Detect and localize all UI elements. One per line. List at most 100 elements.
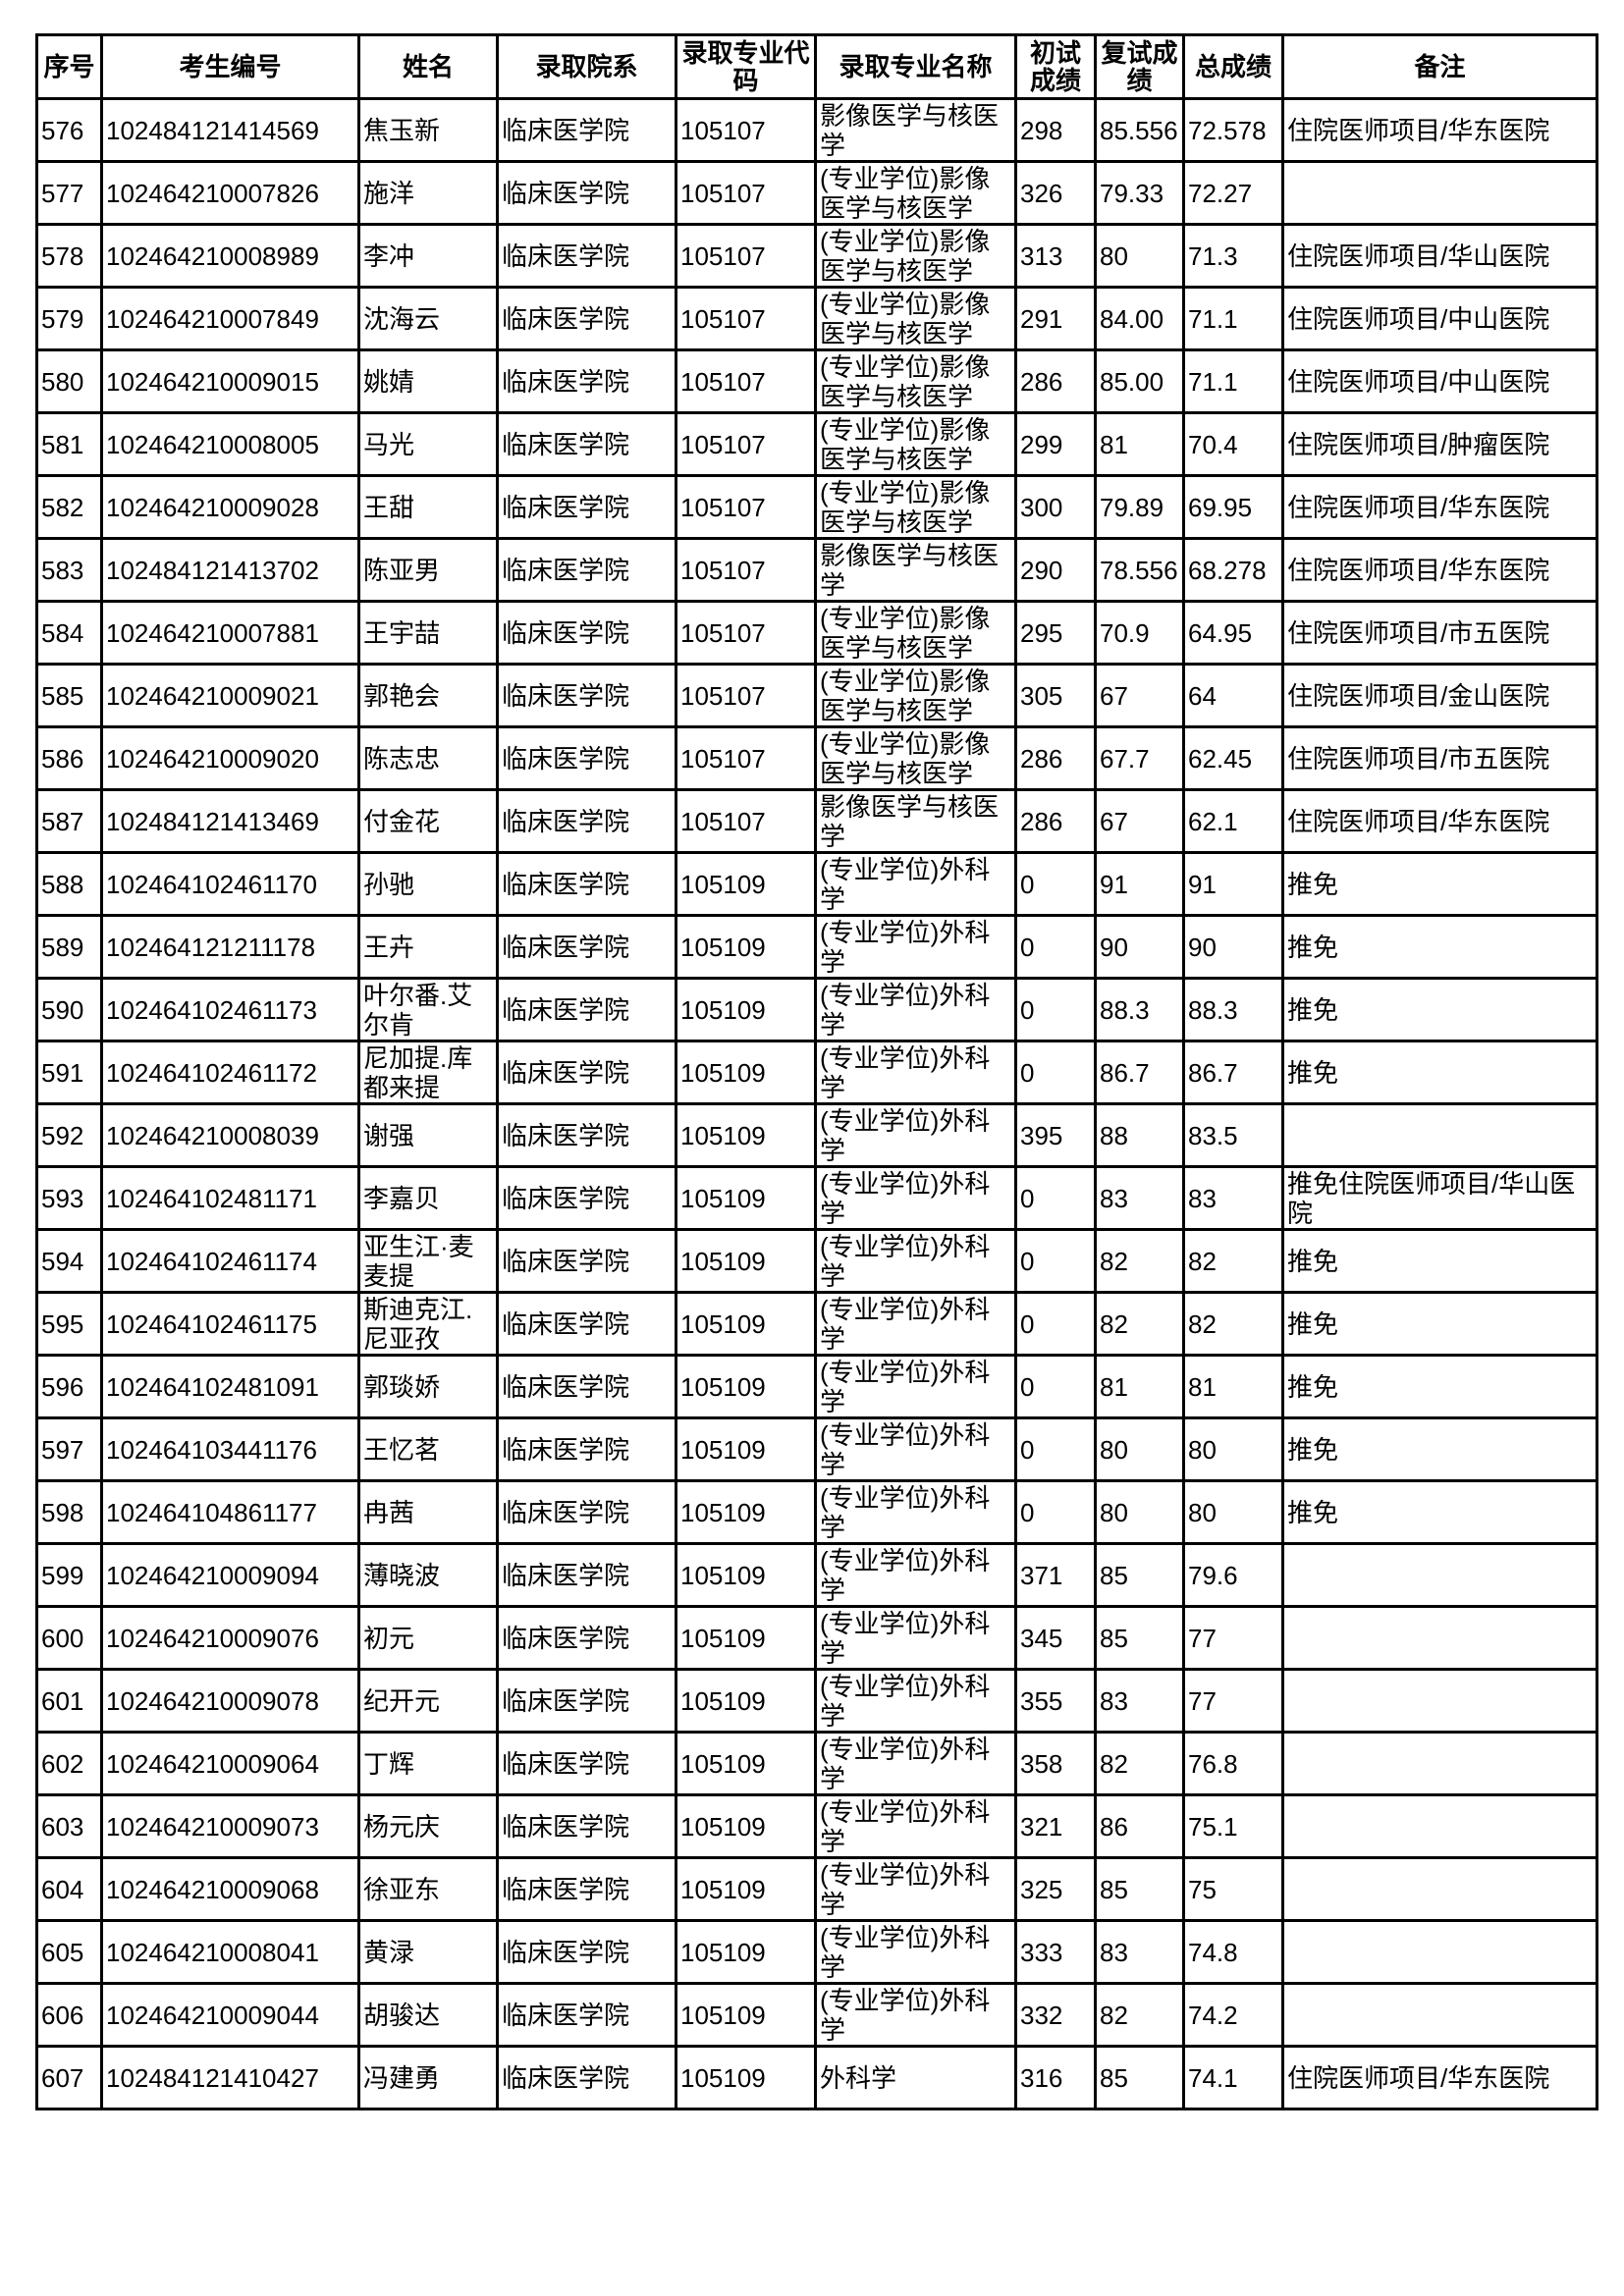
total-score-text: 72.27 [1188, 178, 1253, 208]
cell-retest-score: 85 [1094, 1856, 1185, 1922]
retest-score-text: 83 [1100, 1183, 1128, 1213]
remarks-text: 住院医师项目/华东医院 [1287, 806, 1550, 836]
retest-score-text: 85.00 [1100, 366, 1164, 397]
table-row: 580 102464210009015 姚婧 临床医学院 105107 (专业学位)影像医… [35, 348, 1598, 414]
cell-prelim-score: 313 [1014, 223, 1097, 289]
major-code-text: 105109 [680, 1937, 766, 1967]
retest-score-text: 91 [1100, 869, 1128, 899]
cell-major-name: (专业学位)外科学 [814, 1354, 1017, 1419]
index-text: 577 [41, 178, 84, 208]
cell-name: 陈亚男 [357, 537, 499, 603]
total-score-text: 86.7 [1188, 1057, 1238, 1088]
cell-major-code: 105107 [675, 474, 817, 540]
index-text: 606 [41, 2000, 84, 2030]
cell-department: 临床医学院 [496, 1165, 677, 1231]
prelim-score-text: 0 [1020, 869, 1035, 899]
cell-remarks: 住院医师项目/金山医院 [1281, 663, 1598, 728]
cell-prelim-score: 291 [1014, 286, 1097, 351]
cell-department: 临床医学院 [496, 223, 677, 289]
cell-prelim-score: 0 [1014, 1354, 1097, 1419]
cell-major-code: 105107 [675, 286, 817, 351]
cell-prelim-score: 290 [1014, 537, 1097, 603]
candidate-id-text: 102464210009078 [106, 1685, 319, 1716]
cell-index: 582 [35, 474, 103, 540]
cell-major-code: 105109 [675, 1731, 817, 1796]
retest-score-text: 79.89 [1100, 492, 1164, 522]
cell-department: 临床医学院 [496, 1856, 677, 1922]
name-text: 纪开元 [363, 1685, 441, 1716]
cell-major-code: 105107 [675, 97, 817, 163]
major-code-text: 105109 [680, 1497, 766, 1527]
department-text: 临床医学院 [502, 1497, 630, 1527]
department-text: 临床医学院 [502, 1811, 630, 1842]
cell-index: 580 [35, 348, 103, 414]
department-text: 临床医学院 [502, 303, 630, 334]
cell-candidate-id: 102464210009028 [100, 474, 360, 540]
cell-department: 临床医学院 [496, 1291, 677, 1357]
cell-major-name: (专业学位)外科学 [814, 1291, 1017, 1357]
prelim-score-text: 325 [1020, 1874, 1063, 1904]
cell-total-score: 82 [1182, 1228, 1284, 1294]
cell-name: 王宇喆 [357, 600, 499, 666]
cell-department: 临床医学院 [496, 1228, 677, 1294]
cell-retest-score: 67.7 [1094, 725, 1185, 791]
cell-major-name: (专业学位)外科学 [814, 1793, 1017, 1859]
cell-index: 586 [35, 725, 103, 791]
major-code-text: 105107 [680, 429, 766, 459]
cell-retest-score: 67 [1094, 788, 1185, 854]
cell-index: 590 [35, 977, 103, 1042]
cell-index: 577 [35, 160, 103, 226]
prelim-score-text: 0 [1020, 1246, 1035, 1276]
cell-total-score: 80 [1182, 1416, 1284, 1482]
major-code-text: 105109 [680, 869, 766, 899]
major-code-text: 105109 [680, 1371, 766, 1402]
cell-name: 付金花 [357, 788, 499, 854]
major-code-text: 105109 [680, 1308, 766, 1339]
retest-score-text: 81 [1100, 429, 1128, 459]
cell-name: 焦玉新 [357, 97, 499, 163]
prelim-score-text: 316 [1020, 2062, 1063, 2093]
department-text: 临床医学院 [502, 1308, 630, 1339]
cell-remarks [1281, 1982, 1598, 2048]
cell-department: 临床医学院 [496, 97, 677, 163]
name-text: 丁辉 [363, 1748, 415, 1779]
remarks-text: 住院医师项目/华东医院 [1287, 115, 1550, 145]
header-retest-score: 复试成绩 [1094, 33, 1185, 100]
candidate-id-text: 102464104861177 [106, 1497, 317, 1527]
name-text: 徐亚东 [363, 1874, 441, 1904]
major-code-text: 105107 [680, 680, 766, 711]
cell-total-score: 80 [1182, 1479, 1284, 1545]
major-code-text: 105107 [680, 492, 766, 522]
remarks-text: 推免 [1287, 1308, 1339, 1339]
prelim-score-text: 286 [1020, 806, 1063, 836]
cell-retest-score: 70.9 [1094, 600, 1185, 666]
index-text: 597 [41, 1434, 84, 1465]
department-text: 临床医学院 [502, 806, 630, 836]
cell-major-code: 105109 [675, 914, 817, 980]
remarks-text: 推免 [1287, 932, 1339, 962]
cell-name: 马光 [357, 411, 499, 477]
cell-candidate-id: 102464210007826 [100, 160, 360, 226]
cell-index: 595 [35, 1291, 103, 1357]
cell-total-score: 71.3 [1182, 223, 1284, 289]
cell-major-name: (专业学位)外科学 [814, 851, 1017, 917]
cell-total-score: 70.4 [1182, 411, 1284, 477]
cell-department: 临床医学院 [496, 725, 677, 791]
department-text: 临床医学院 [502, 1057, 630, 1088]
retest-score-text: 81 [1100, 1371, 1128, 1402]
cell-retest-score: 82 [1094, 1228, 1185, 1294]
candidate-id-text: 102464210008041 [106, 1937, 319, 1967]
major-name-text: (专业学位)外科学 [820, 854, 991, 914]
cell-remarks: 推免 [1281, 914, 1598, 980]
cell-prelim-score: 358 [1014, 1731, 1097, 1796]
cell-prelim-score: 305 [1014, 663, 1097, 728]
retest-score-text: 67 [1100, 806, 1128, 836]
cell-index: 599 [35, 1542, 103, 1608]
major-name-text: (专业学位)影像医学与核医学 [820, 163, 991, 223]
cell-remarks: 推免 [1281, 1416, 1598, 1482]
cell-prelim-score: 333 [1014, 1919, 1097, 1985]
cell-major-code: 105107 [675, 788, 817, 854]
cell-name: 冉茜 [357, 1479, 499, 1545]
cell-name: 亚生江·麦麦提 [357, 1228, 499, 1294]
retest-score-text: 82 [1100, 1308, 1128, 1339]
